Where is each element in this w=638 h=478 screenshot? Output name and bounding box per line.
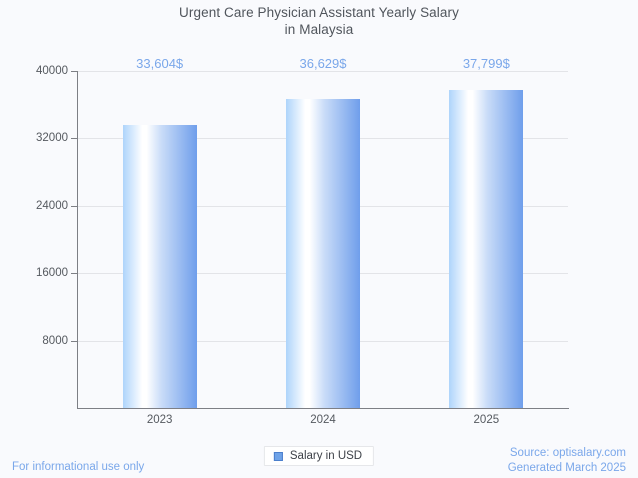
y-axis-tick-mark [71, 138, 77, 139]
y-axis-tick-label: 32000 [36, 132, 68, 145]
x-axis-tick-label: 2023 [146, 414, 173, 426]
bar-value-label: 33,604$ [136, 56, 184, 71]
y-axis-tick-mark [71, 273, 77, 274]
bar[interactable] [449, 90, 523, 408]
bar[interactable] [286, 99, 360, 408]
chart-legend[interactable]: Salary in USD [263, 446, 375, 466]
x-axis-line [77, 408, 569, 409]
y-axis-tick-label: 40000 [36, 65, 68, 77]
bar-value-label: 37,799$ [462, 56, 510, 71]
legend-item-label: Salary in USD [289, 450, 363, 462]
footer-disclaimer: For informational use only [12, 461, 145, 473]
footer-generated: Generated March 2025 [507, 462, 626, 474]
footer-source-block: Source: optisalary.com Generated March 2… [508, 446, 626, 476]
y-axis-tick-label: 24000 [36, 199, 68, 212]
y-axis-tick-mark [71, 341, 77, 342]
plot-area [78, 71, 568, 408]
x-axis-tick-label: 2024 [310, 414, 336, 426]
bar[interactable] [123, 125, 197, 408]
bar-value-label: 36,629$ [299, 56, 347, 71]
chart-title-line-2: in Malaysia [284, 22, 354, 37]
y-axis-tick-label: 8000 [42, 334, 68, 347]
x-axis-tick-label: 2025 [473, 414, 500, 426]
footer-source: Source: optisalary.com [509, 447, 626, 459]
gridline [78, 71, 568, 72]
y-axis-tick-label: 16000 [36, 267, 68, 280]
y-axis-tick-mark [71, 71, 77, 72]
y-axis-labels: 8000 16000 24000 32000 40000 [0, 0, 68, 478]
chart-title-line-1: Urgent Care Physician Assistant Yearly S… [179, 5, 459, 20]
legend-swatch-icon [273, 451, 283, 461]
chart-title: Urgent Care Physician Assistant Yearly S… [0, 4, 638, 38]
y-axis-tick-mark [71, 206, 77, 207]
y-axis-line [77, 71, 78, 409]
